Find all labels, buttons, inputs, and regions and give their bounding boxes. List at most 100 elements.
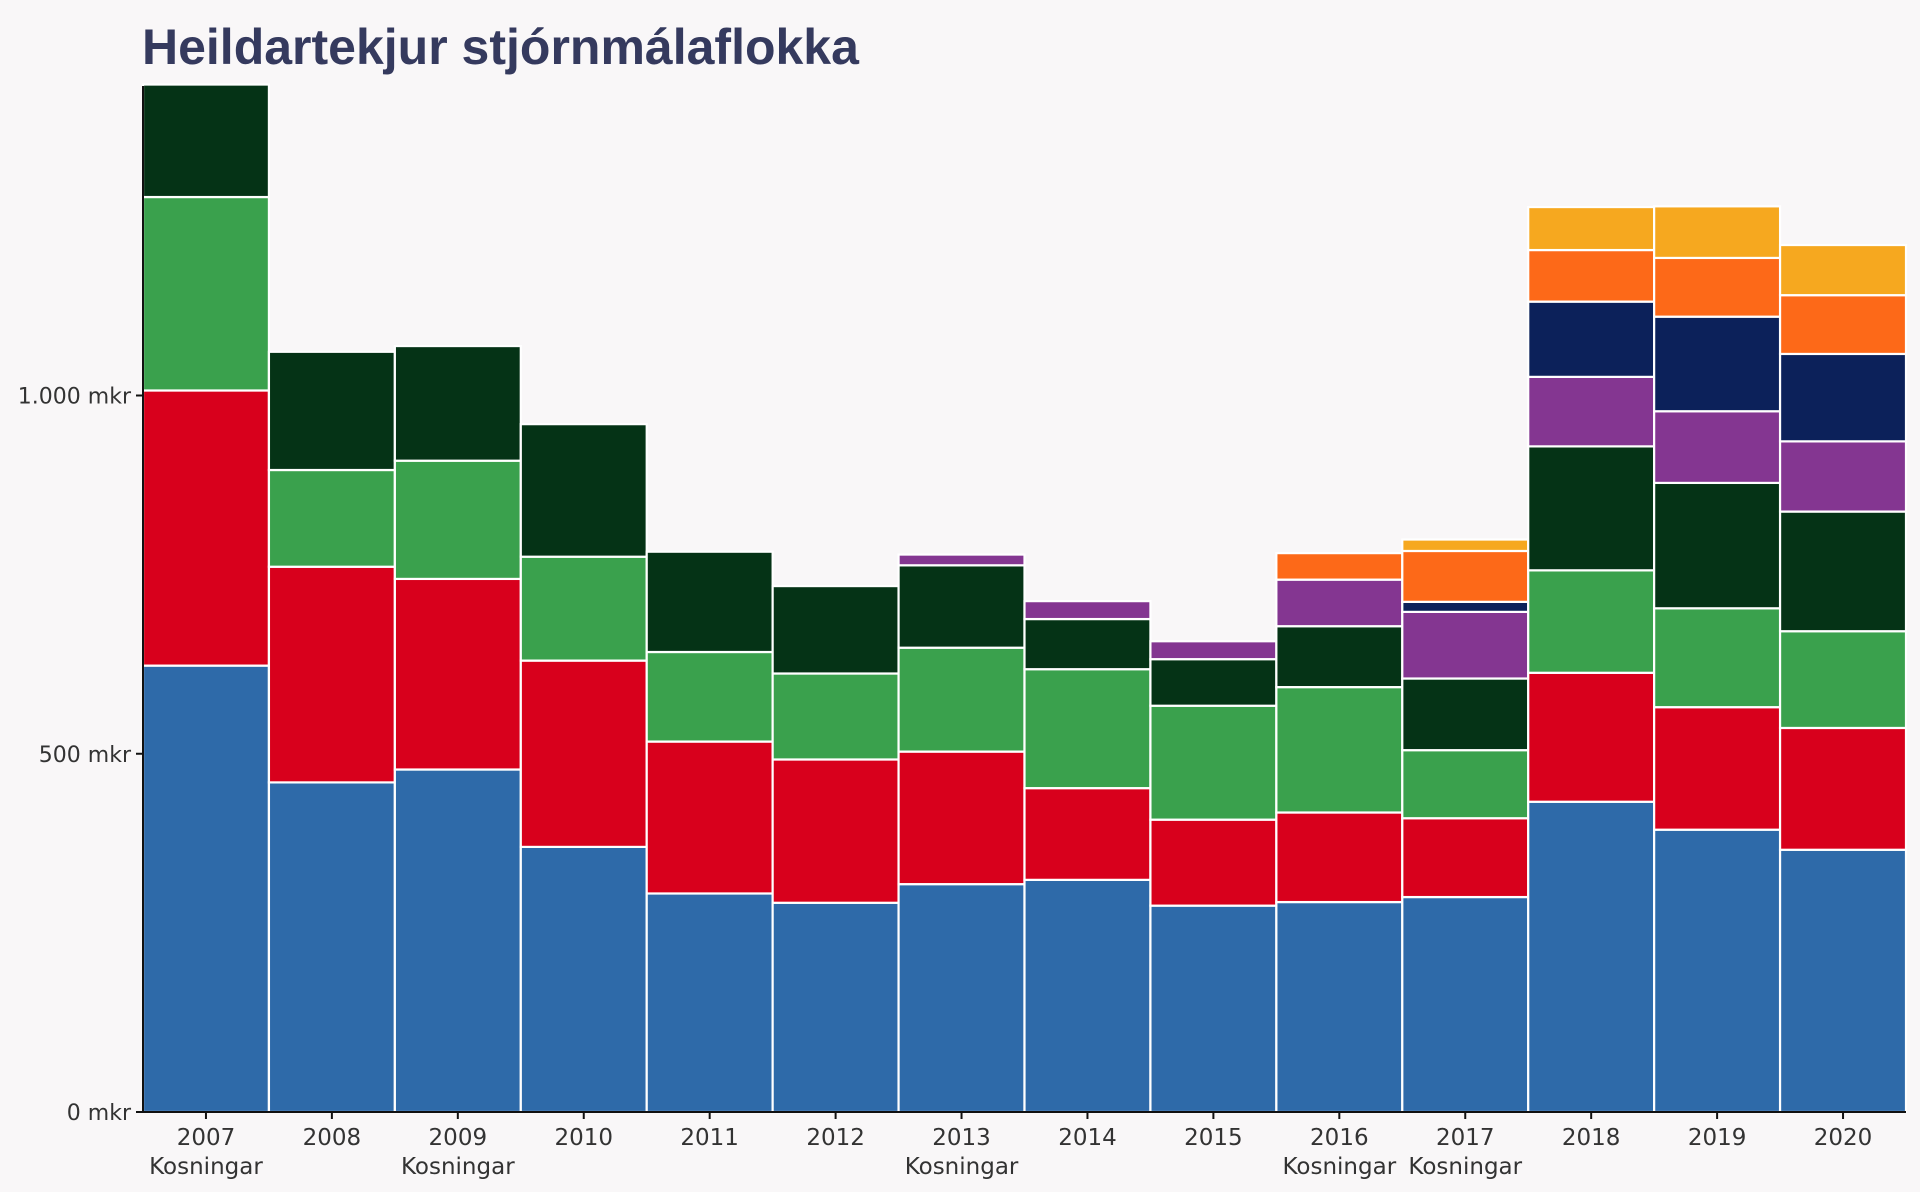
bar-segment-2009-3 (393, 344, 522, 462)
election-note: Kosningar (1408, 1154, 1522, 1180)
bar-segment-2019-2 (1653, 607, 1782, 709)
bar-segment-2018-1 (1527, 671, 1656, 803)
bar-segment-2019-0 (1653, 828, 1782, 1114)
bar-segment-2014-2 (1023, 668, 1152, 790)
bar-segment-2020-4 (1778, 440, 1908, 513)
election-note: Kosningar (149, 1154, 263, 1180)
bar-segment-2014-1 (1023, 787, 1152, 881)
bar-segment-2014-4 (1023, 600, 1152, 621)
bar-segment-2011-2 (645, 650, 774, 743)
bar-segment-2017-7 (1401, 538, 1530, 553)
bar-segment-2016-4 (1275, 578, 1404, 628)
bar-segment-2019-4 (1653, 410, 1782, 485)
bar-segment-2008-3 (267, 350, 396, 472)
bar-segment-2009-0 (393, 768, 522, 1114)
bar-segment-2017-5 (1401, 600, 1530, 613)
bar-segment-2018-6 (1527, 248, 1656, 303)
bar-segment-2020-7 (1778, 243, 1908, 297)
bar-segment-2012-2 (771, 672, 900, 761)
bar-segment-2010-3 (519, 423, 648, 558)
bar-segment-2020-3 (1778, 510, 1908, 633)
bar-segment-2016-3 (1275, 625, 1404, 689)
y-tick-label: 0 mkr (67, 1101, 132, 1126)
bar-segment-2013-3 (897, 564, 1026, 649)
x-tick-label: 2018 (1562, 1125, 1621, 1151)
x-tick-label: 2015 (1184, 1125, 1243, 1151)
bar-segment-2020-0 (1778, 848, 1908, 1114)
bar-segment-2019-3 (1653, 481, 1782, 610)
bar-segment-2015-2 (1149, 704, 1278, 821)
bar-segment-2018-7 (1527, 205, 1656, 252)
bar-segment-2013-2 (897, 646, 1026, 753)
bar-segment-2013-4 (897, 553, 1026, 567)
bar-segment-2010-1 (519, 659, 648, 848)
bar-segment-2014-3 (1023, 617, 1152, 671)
bar-segment-2013-0 (897, 883, 1026, 1114)
bar-segment-2007-2 (141, 195, 271, 392)
bar-segment-2017-1 (1401, 817, 1530, 899)
bar-segment-2013-1 (897, 750, 1026, 886)
bar-segment-2007-1 (141, 389, 271, 667)
bar-segment-2017-3 (1401, 677, 1530, 752)
bar-segment-2012-3 (771, 584, 900, 675)
bar-segment-2008-2 (267, 468, 396, 568)
bars-layer (141, 83, 1908, 1114)
x-tick-label: 2014 (1058, 1125, 1117, 1151)
bar-segment-2018-0 (1527, 800, 1656, 1114)
bar-segment-2020-1 (1778, 726, 1908, 851)
bar-segment-2018-4 (1527, 375, 1656, 448)
bar-segment-2007-3 (141, 83, 271, 199)
bar-segment-2016-1 (1275, 811, 1404, 904)
bar-segment-2015-4 (1149, 640, 1278, 661)
bar-segment-2015-1 (1149, 818, 1278, 907)
bar-segment-2007-0 (141, 664, 271, 1114)
x-tick-label: 2019 (1688, 1125, 1747, 1151)
y-tick-label: 500 mkr (39, 743, 132, 768)
bar-segment-2019-6 (1653, 256, 1782, 318)
bar-segment-2010-2 (519, 555, 648, 662)
bar-segment-2017-0 (1401, 895, 1530, 1114)
bar-segment-2009-1 (393, 577, 522, 771)
bar-segment-2016-0 (1275, 900, 1404, 1114)
x-tick-label: 2016 (1310, 1125, 1369, 1151)
x-tick-label: 2007 (177, 1125, 236, 1151)
bar-segment-2017-4 (1401, 610, 1530, 680)
x-tick-label: 2010 (554, 1125, 613, 1151)
bar-segment-2019-1 (1653, 706, 1782, 831)
bar-segment-2015-0 (1149, 904, 1278, 1114)
x-tick-label: 2020 (1814, 1125, 1873, 1151)
bar-segment-2019-7 (1653, 205, 1782, 260)
x-tick-label: 2011 (680, 1125, 739, 1151)
bar-segment-2019-5 (1653, 315, 1782, 413)
y-tick-label: 1.000 mkr (18, 385, 132, 410)
bar-segment-2018-5 (1527, 300, 1656, 378)
bar-segment-2008-0 (267, 781, 396, 1114)
bar-segment-2016-2 (1275, 686, 1404, 814)
election-note: Kosningar (401, 1154, 515, 1180)
bar-segment-2018-3 (1527, 445, 1656, 572)
x-tick-label: 2008 (303, 1125, 362, 1151)
x-tick-label: 2009 (429, 1125, 488, 1151)
bar-segment-2011-0 (645, 892, 774, 1114)
bar-segment-2011-1 (645, 740, 774, 895)
bar-segment-2020-2 (1778, 630, 1908, 730)
bar-segment-2020-5 (1778, 352, 1908, 443)
bar-segment-2016-6 (1275, 552, 1404, 581)
x-tick-label: 2012 (806, 1125, 865, 1151)
bar-segment-2015-3 (1149, 658, 1278, 707)
bar-segment-2011-3 (645, 550, 774, 654)
bar-segment-2012-1 (771, 758, 900, 904)
x-tick-label: 2017 (1436, 1125, 1495, 1151)
x-tick-label: 2013 (932, 1125, 991, 1151)
axes-layer: 0 mkr 500 mkr 1.000 mkr 2007 Kosningar 2008 20… (18, 85, 1906, 1180)
bar-segment-2020-6 (1778, 294, 1908, 356)
bar-segment-2012-0 (771, 901, 900, 1114)
bar-segment-2017-2 (1401, 749, 1530, 820)
bar-segment-2008-1 (267, 565, 396, 784)
bar-segment-2009-2 (393, 459, 522, 581)
bar-segment-2017-6 (1401, 549, 1530, 603)
chart-title: Heildartekjur stjórnmálaflokka (142, 19, 859, 75)
election-note: Kosningar (1282, 1154, 1396, 1180)
bar-segment-2010-0 (519, 845, 648, 1114)
